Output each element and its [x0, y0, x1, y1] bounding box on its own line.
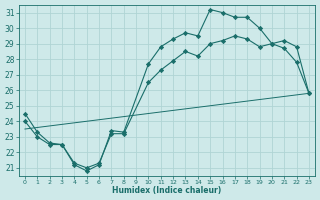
- X-axis label: Humidex (Indice chaleur): Humidex (Indice chaleur): [112, 186, 221, 195]
